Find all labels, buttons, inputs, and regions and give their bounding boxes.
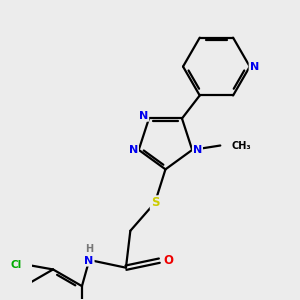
Text: N: N <box>84 256 94 266</box>
Text: H: H <box>85 244 93 254</box>
Text: Cl: Cl <box>10 260 21 270</box>
Text: N: N <box>129 145 138 155</box>
Text: N: N <box>250 61 259 72</box>
Text: S: S <box>151 196 159 209</box>
Text: N: N <box>139 111 148 121</box>
Text: N: N <box>193 145 202 155</box>
Text: CH₃: CH₃ <box>232 140 251 151</box>
Text: O: O <box>163 254 173 267</box>
